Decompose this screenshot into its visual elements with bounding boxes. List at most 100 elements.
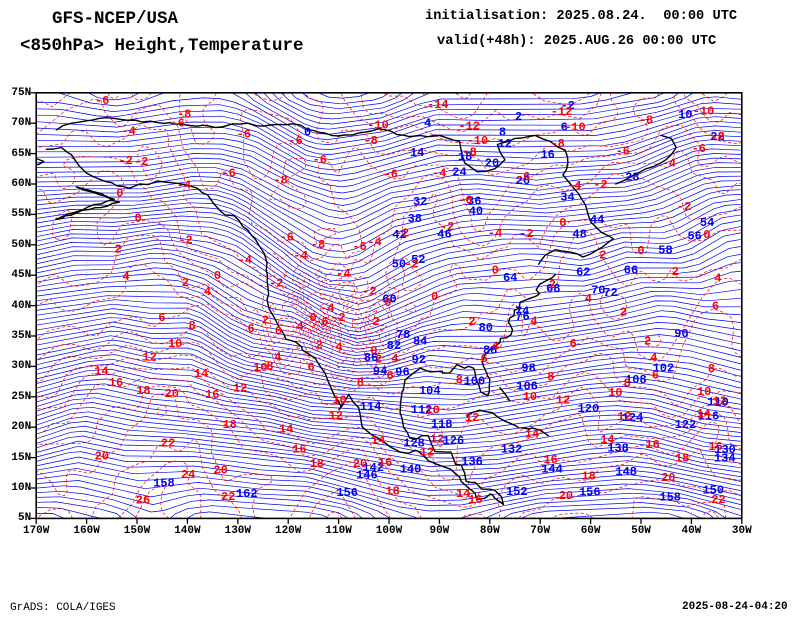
svg-text:32: 32 [413,195,427,209]
svg-text:10: 10 [608,386,622,400]
svg-text:18: 18 [581,469,595,483]
svg-text:6: 6 [386,369,393,383]
svg-text:-14: -14 [427,98,449,112]
svg-text:14: 14 [525,427,539,441]
svg-text:98: 98 [521,361,535,375]
svg-text:-8: -8 [550,137,564,151]
svg-text:76: 76 [515,310,529,324]
svg-text:72: 72 [603,286,617,300]
svg-text:24: 24 [181,468,195,482]
svg-text:12: 12 [556,393,570,407]
svg-text:24: 24 [452,165,466,179]
svg-text:16: 16 [468,493,482,507]
svg-text:18: 18 [675,451,689,465]
svg-text:10: 10 [332,394,346,408]
svg-text:8: 8 [456,373,463,387]
svg-text:162: 162 [236,487,258,501]
svg-text:80: 80 [479,321,493,335]
svg-text:10: 10 [697,385,711,399]
svg-text:0: 0 [275,324,282,338]
svg-text:4: 4 [650,351,657,365]
svg-text:20: 20 [661,471,675,485]
svg-text:8: 8 [188,319,195,333]
svg-text:62: 62 [576,266,590,280]
svg-text:-4: -4 [567,179,581,193]
svg-text:-2: -2 [118,154,132,168]
svg-text:12: 12 [617,410,631,424]
svg-text:-2: -2 [593,178,607,192]
svg-text:-4: -4 [336,267,350,281]
svg-text:14: 14 [600,433,614,447]
svg-text:6: 6 [712,300,719,314]
svg-text:2: 2 [375,352,382,366]
svg-text:44: 44 [590,213,604,227]
svg-text:12: 12 [142,351,156,365]
svg-text:4: 4 [585,292,592,306]
svg-text:-4: -4 [121,125,135,139]
svg-text:26: 26 [136,494,150,508]
svg-text:12: 12 [233,382,247,396]
svg-text:132: 132 [501,443,523,457]
svg-text:114: 114 [360,400,382,414]
svg-text:14: 14 [194,367,208,381]
svg-text:16: 16 [378,456,392,470]
svg-text:4: 4 [274,351,281,365]
svg-text:38: 38 [408,212,422,226]
svg-text:66: 66 [624,263,638,277]
svg-text:148: 148 [615,465,637,479]
svg-text:0: 0 [309,311,316,325]
svg-text:-4: -4 [238,254,252,268]
svg-text:-4: -4 [177,178,191,192]
svg-text:-2: -2 [440,220,454,234]
svg-text:16: 16 [645,438,659,452]
svg-text:8: 8 [708,362,715,376]
svg-text:94: 94 [373,365,387,379]
svg-text:2: 2 [114,242,121,256]
svg-text:-6: -6 [288,134,302,148]
svg-text:14: 14 [696,407,710,421]
svg-text:14: 14 [279,422,293,436]
svg-text:28: 28 [625,171,639,185]
svg-text:-4: -4 [488,227,502,241]
svg-text:158: 158 [153,476,175,490]
svg-text:14: 14 [371,434,385,448]
svg-text:18: 18 [136,384,150,398]
svg-text:-6: -6 [280,231,294,245]
svg-text:-2: -2 [395,227,409,241]
svg-text:-6: -6 [616,144,630,158]
svg-text:140: 140 [400,463,422,477]
svg-text:-6: -6 [352,240,366,254]
svg-text:8: 8 [624,376,631,390]
svg-text:126: 126 [443,434,465,448]
svg-text:-2: -2 [178,234,192,248]
svg-text:20: 20 [213,463,227,477]
svg-text:0: 0 [116,187,123,201]
svg-text:2: 2 [262,314,269,328]
svg-text:-12: -12 [458,120,480,134]
svg-text:-6: -6 [171,117,185,131]
svg-text:22: 22 [711,493,725,507]
svg-text:2: 2 [182,276,189,290]
svg-text:156: 156 [579,486,601,500]
svg-text:96: 96 [395,365,409,379]
svg-text:-6: -6 [221,167,235,181]
svg-text:12: 12 [713,395,727,409]
svg-text:-6: -6 [237,128,251,142]
svg-text:20: 20 [485,157,499,171]
svg-text:120: 120 [578,402,600,416]
svg-text:0: 0 [214,269,221,283]
svg-text:0: 0 [559,216,566,230]
svg-text:10: 10 [253,361,267,375]
svg-text:2: 2 [644,335,651,349]
svg-text:-4: -4 [367,236,381,250]
svg-text:6: 6 [307,361,314,375]
svg-text:-8: -8 [363,134,377,148]
svg-text:8: 8 [357,376,364,390]
svg-text:-6: -6 [384,168,398,182]
svg-text:20: 20 [353,457,367,471]
svg-text:-8: -8 [462,146,476,160]
svg-text:-12: -12 [551,105,573,119]
svg-text:-10: -10 [564,121,586,135]
svg-text:10: 10 [425,404,439,418]
svg-text:4: 4 [391,352,398,366]
